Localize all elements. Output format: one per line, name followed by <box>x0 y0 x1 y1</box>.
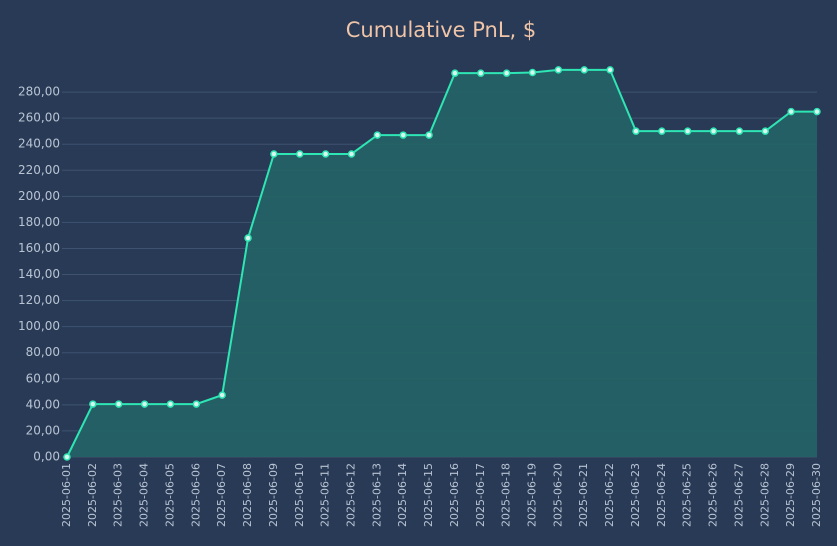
marker <box>192 400 201 408</box>
y-tick-label: 120,00 <box>18 293 60 307</box>
marker <box>554 66 563 74</box>
x-tick-label: 2025-06-07 <box>215 463 228 527</box>
x-tick-label: 2025-06-20 <box>551 463 564 527</box>
x-tick-label: 2025-06-18 <box>500 463 513 527</box>
marker <box>658 127 666 135</box>
y-tick-label: 20,00 <box>26 423 60 437</box>
marker <box>813 107 821 116</box>
marker <box>373 131 382 139</box>
y-tick-label: 200,00 <box>18 189 60 203</box>
x-tick-label: 2025-06-14 <box>396 463 409 527</box>
marker <box>735 127 744 135</box>
x-tick-label: 2025-06-16 <box>448 463 461 527</box>
marker <box>502 69 511 77</box>
x-tick-label: 2025-06-03 <box>112 463 125 527</box>
y-tick-label: 60,00 <box>26 371 60 385</box>
marker <box>296 150 304 158</box>
marker <box>451 69 459 77</box>
x-tick-label: 2025-06-30 <box>810 463 823 527</box>
x-tick-label: 2025-06-13 <box>370 463 383 527</box>
y-tick-label: 140,00 <box>18 267 60 281</box>
marker <box>270 150 278 158</box>
x-tick-label: 2025-06-04 <box>138 463 151 527</box>
chart-title: Cumulative PnL, $ <box>346 18 537 42</box>
marker <box>218 391 226 399</box>
marker <box>528 68 537 77</box>
y-tick-label: 160,00 <box>18 241 60 255</box>
x-tick-label: 2025-06-05 <box>163 463 176 527</box>
marker <box>140 400 149 408</box>
x-tick-label: 2025-06-27 <box>732 463 745 527</box>
marker <box>114 400 123 408</box>
marker <box>683 127 692 135</box>
line <box>66 68 817 458</box>
marker <box>321 150 330 158</box>
x-tick-label: 2025-06-01 <box>60 463 73 527</box>
x-tick-label: 2025-06-11 <box>319 463 332 527</box>
marker <box>63 453 71 461</box>
marker <box>787 107 795 116</box>
y-tick-label: 0,00 <box>33 450 60 464</box>
x-tick-label: 2025-06-25 <box>681 463 694 527</box>
x-tick-label: 2025-06-23 <box>629 463 642 527</box>
y-tick-label: 280,00 <box>18 85 60 99</box>
x-tick-label: 2025-06-17 <box>474 463 487 527</box>
marker <box>425 131 433 139</box>
y-tick-label: 40,00 <box>26 397 60 411</box>
x-tick-label: 2025-06-26 <box>707 463 720 527</box>
y-tick-label: 180,00 <box>18 215 60 229</box>
marker <box>477 69 485 77</box>
x-tick-label: 2025-06-09 <box>267 463 280 527</box>
y-tick-label: 260,00 <box>18 111 60 125</box>
marker <box>166 400 175 408</box>
marker <box>632 127 640 135</box>
marker <box>761 127 770 135</box>
x-tick-label: 2025-06-02 <box>86 463 99 527</box>
x-tick-label: 2025-06-10 <box>293 463 306 527</box>
y-tick-label: 80,00 <box>26 345 60 359</box>
x-tick-label: 2025-06-06 <box>189 463 202 527</box>
marker <box>89 400 97 408</box>
x-tick-label: 2025-06-12 <box>344 463 357 527</box>
marker <box>580 66 588 74</box>
y-tick-label: 220,00 <box>18 163 60 177</box>
y-tick-label: 100,00 <box>18 319 60 333</box>
x-tick-label: 2025-06-08 <box>241 463 254 527</box>
x-tick-label: 2025-06-28 <box>758 463 771 527</box>
marker <box>347 150 356 158</box>
marker <box>244 234 252 242</box>
marker <box>709 127 718 135</box>
marker <box>399 131 407 139</box>
x-tick-label: 2025-06-22 <box>603 463 616 527</box>
area <box>67 69 817 457</box>
x-tick-label: 2025-06-21 <box>577 463 590 527</box>
x-tick-label: 2025-06-15 <box>422 463 435 527</box>
x-tick-label: 2025-06-24 <box>655 463 668 527</box>
y-tick-label: 240,00 <box>18 137 60 151</box>
x-tick-label: 2025-06-19 <box>526 463 539 527</box>
x-tick-label: 2025-06-29 <box>784 463 797 527</box>
marker <box>606 66 614 74</box>
